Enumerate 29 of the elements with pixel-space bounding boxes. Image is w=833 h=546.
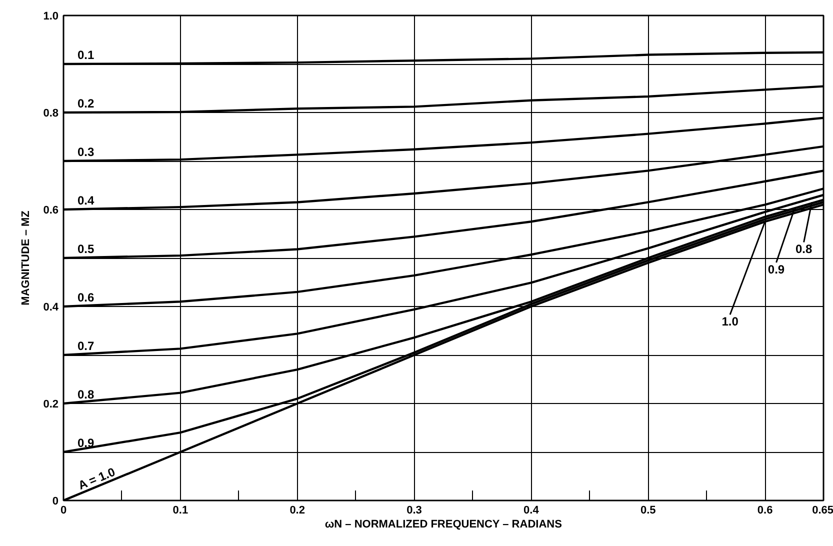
- y-tick-label: 0.6: [43, 204, 59, 216]
- x-tick-label: 0.3: [406, 504, 422, 516]
- series-label: 0.6: [78, 290, 95, 304]
- series-label: 0.8: [78, 388, 95, 402]
- series-label: 0.4: [78, 194, 95, 208]
- y-tick-label: 0.4: [43, 302, 60, 314]
- y-tick-label: 0.8: [43, 108, 59, 120]
- x-tick-label: 0.2: [290, 504, 305, 516]
- annotation: 0.8: [795, 242, 812, 256]
- annotation: 0.9: [768, 262, 785, 276]
- y-tick-label: 0: [52, 496, 59, 508]
- x-tick-label: 0.65: [812, 504, 833, 516]
- series-label: 0.7: [78, 339, 95, 353]
- series-label: 0.9: [78, 436, 95, 450]
- x-tick-label: 0.1: [172, 504, 188, 516]
- x-axis-title: ωN – NORMALIZED FREQUENCY – RADIANS: [324, 518, 562, 530]
- x-tick-label: 0: [60, 504, 67, 516]
- x-tick-label: 0.5: [640, 504, 656, 516]
- series-label: 0.5: [78, 242, 95, 256]
- y-tick-label: 0.2: [43, 398, 59, 410]
- x-tick-label: 0.6: [757, 504, 773, 516]
- series-label: 0.3: [78, 145, 95, 159]
- series-label: 0.2: [78, 96, 95, 110]
- y-tick-label: 1.0: [43, 10, 59, 22]
- text: A = 1.0: [76, 464, 118, 492]
- series-label: 0.1: [78, 48, 95, 62]
- x-tick-label: 0.4: [524, 504, 540, 516]
- y-axis-title: MAGNITUDE – MZ: [20, 210, 32, 306]
- annotation: 1.0: [722, 314, 739, 329]
